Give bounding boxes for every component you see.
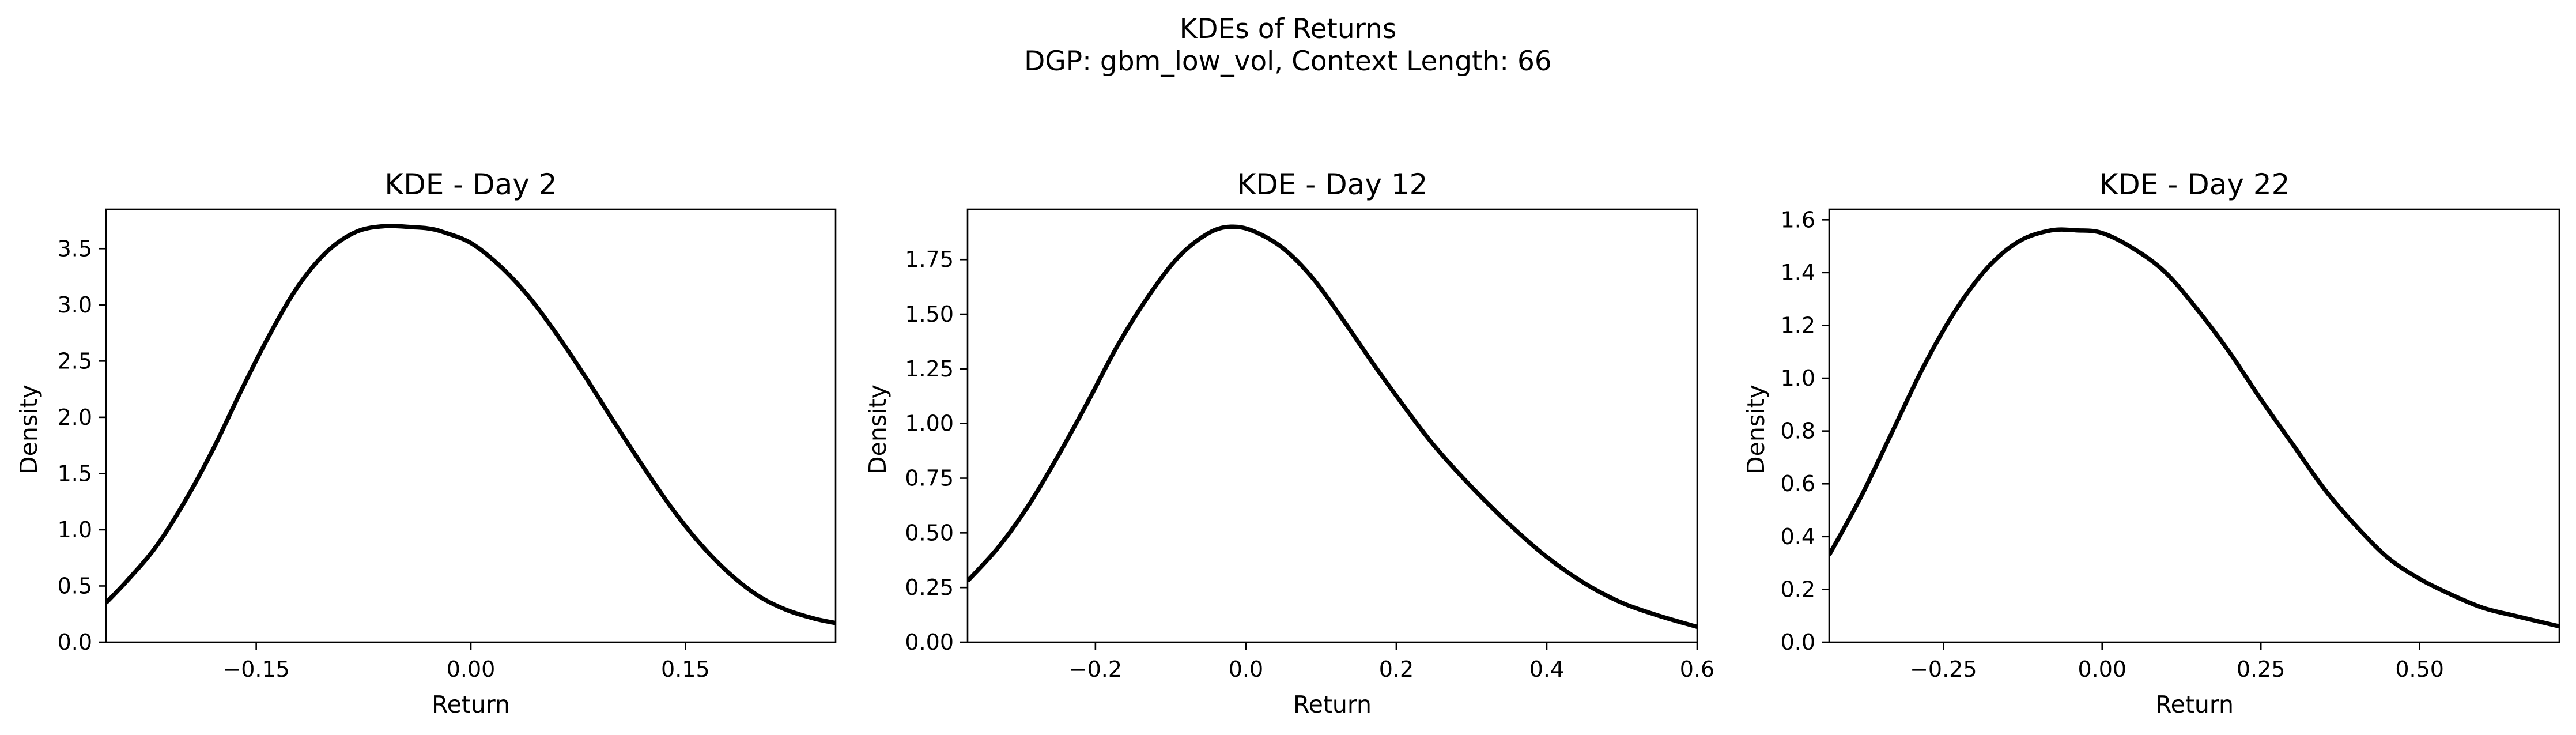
x-tick-label: −0.2 xyxy=(1069,657,1122,682)
plot-area: −0.2 0.0 0.2 0.4 0.6 0.00 0.25 0.50 0.75 1.00 1.25… xyxy=(905,208,1714,682)
kde-curve xyxy=(968,224,1697,630)
y-tick-label: 0.8 xyxy=(1781,419,1815,444)
kde-panel-day-12: KDE - Day 12 −0.2 0.0 0.2 0.4 0.6 0.00 0.25 0.5… xyxy=(864,168,1714,718)
x-tick-label: −0.25 xyxy=(1910,657,1977,682)
y-axis-label: Density xyxy=(15,385,43,474)
y-tick-label: 1.50 xyxy=(905,301,954,327)
y-axis-label: Density xyxy=(1742,385,1770,474)
y-tick-label: 0.25 xyxy=(905,575,954,600)
y-axis-label: Density xyxy=(864,385,892,474)
y-tick-label: 1.0 xyxy=(58,517,92,542)
x-tick-label: 0.15 xyxy=(661,657,710,682)
y-tick-label: 0.0 xyxy=(1781,630,1815,655)
x-tick-label: −0.15 xyxy=(222,657,289,682)
y-tick-label: 0.4 xyxy=(1781,524,1815,549)
y-tick-label: 0.2 xyxy=(1781,576,1815,602)
y-tick-label: 1.0 xyxy=(1781,365,1815,391)
panel-title: KDE - Day 22 xyxy=(2099,168,2290,201)
y-tick-label: 1.6 xyxy=(1781,207,1815,232)
kde-panel-day-22: KDE - Day 22 −0.25 0.00 0.25 0.50 0.0 0.2 0.4 0… xyxy=(1742,168,2560,718)
y-tick-label: 2.0 xyxy=(58,405,92,430)
plot-area: −0.25 0.00 0.25 0.50 0.0 0.2 0.4 0.6 0.8 1.0 1.2 1.… xyxy=(1781,207,2560,682)
figure-subtitle: DGP: gbm_low_vol, Context Length: 66 xyxy=(1024,46,1552,77)
y-tick-label: 1.25 xyxy=(905,356,954,382)
x-axis-label: Return xyxy=(2155,691,2234,718)
y-tick-label: 3.5 xyxy=(58,236,92,261)
x-tick-label: 0.00 xyxy=(2078,657,2126,682)
kde-panel-day-2: KDE - Day 2 −0.15 0.00 0.15 0.0 0.5 1.0 1.5 2.0… xyxy=(15,168,837,718)
figure-title: KDEs of Returns xyxy=(1180,13,1397,45)
x-axis-label: Return xyxy=(1293,691,1372,718)
axes-frame xyxy=(966,208,1698,643)
panel-title: KDE - Day 12 xyxy=(1237,168,1428,201)
x-tick-label: 0.2 xyxy=(1379,657,1414,682)
y-tick-label: 0.5 xyxy=(58,573,92,598)
y-tick-label: 0.00 xyxy=(905,630,954,655)
y-tick-label: 1.2 xyxy=(1781,312,1815,338)
y-tick-label: 0.50 xyxy=(905,520,954,545)
y-tick-label: 2.5 xyxy=(58,348,92,374)
y-tick-label: 0.6 xyxy=(1781,471,1815,496)
y-tick-label: 3.0 xyxy=(58,292,92,318)
x-tick-label: 0.0 xyxy=(1229,657,1263,682)
y-tick-label: 0.75 xyxy=(905,466,954,491)
kde-curve xyxy=(1829,227,2559,629)
kde-curve xyxy=(106,224,836,625)
x-tick-label: 0.4 xyxy=(1529,657,1564,682)
y-tick-label: 0.0 xyxy=(58,630,92,655)
x-tick-label: 0.50 xyxy=(2395,657,2444,682)
panel-title: KDE - Day 2 xyxy=(384,168,557,201)
x-tick-label: 0.6 xyxy=(1680,657,1714,682)
x-tick-label: 0.00 xyxy=(447,657,496,682)
x-axis-label: Return xyxy=(432,691,510,718)
axes-frame xyxy=(1828,208,2560,643)
y-tick-label: 1.4 xyxy=(1781,260,1815,285)
y-tick-label: 1.5 xyxy=(58,461,92,486)
y-tick-label: 1.75 xyxy=(905,247,954,272)
y-tick-label: 1.00 xyxy=(905,411,954,436)
axes-frame xyxy=(105,208,837,643)
plot-area: −0.15 0.00 0.15 0.0 0.5 1.0 1.5 2.0 2.5 3.0 3.5 xyxy=(58,208,837,682)
x-tick-label: 0.25 xyxy=(2237,657,2286,682)
